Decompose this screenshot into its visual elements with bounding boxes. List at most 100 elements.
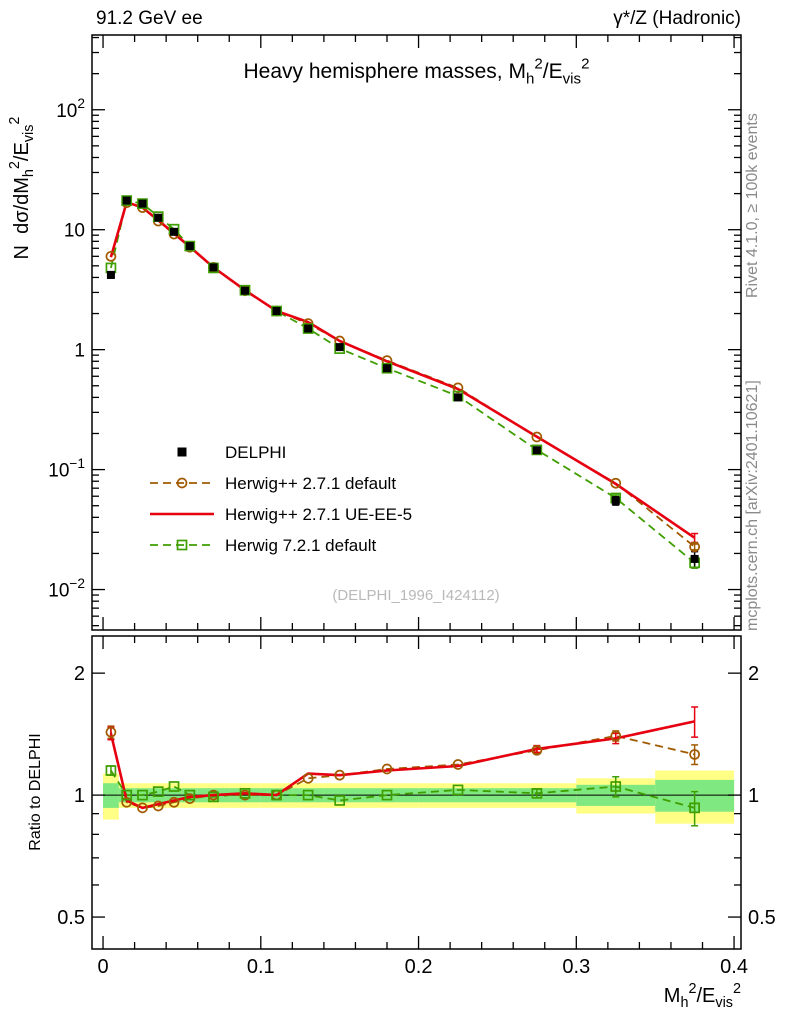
marker-circle-open bbox=[610, 477, 622, 489]
marker-square-filled bbox=[138, 199, 147, 208]
frames-and-ticks bbox=[91, 34, 742, 950]
marker-square-open bbox=[610, 781, 622, 792]
marker-square-filled bbox=[611, 496, 620, 505]
legend: DELPHI Herwig++ 2.7.1 default Herwig++ 2.7… bbox=[150, 443, 412, 555]
main-y-tick-label: 10 bbox=[64, 221, 85, 242]
marker-circle-open bbox=[334, 769, 346, 781]
marker-circle-open bbox=[689, 541, 700, 553]
ratio-y-tick-label-right: 1 bbox=[748, 785, 759, 807]
series-line bbox=[109, 200, 696, 539]
main-y-tick-label: 10−2 bbox=[48, 576, 85, 602]
marker-square-filled bbox=[335, 343, 344, 352]
marker-square-open bbox=[302, 789, 314, 801]
ratio-y-tick-label-right: 2 bbox=[748, 663, 759, 685]
marker-square-filled bbox=[272, 307, 281, 316]
x-axis-title: Mh2/Evis2 bbox=[664, 981, 741, 1011]
marker-circle-open bbox=[176, 477, 188, 489]
marker-circle-open bbox=[689, 749, 700, 760]
main-y-tick-label: 1 bbox=[74, 341, 85, 362]
marker-square-filled bbox=[304, 324, 313, 333]
marker-square-filled bbox=[532, 446, 541, 455]
marker-square-open bbox=[121, 789, 133, 801]
x-tick-label: 0 bbox=[97, 956, 108, 978]
marker-square-filled bbox=[106, 270, 115, 279]
marker-square-filled bbox=[122, 196, 131, 205]
marker-square-open bbox=[334, 795, 346, 806]
marker-square-open bbox=[271, 305, 282, 317]
marker-circle-open bbox=[121, 796, 133, 808]
marker-square-filled bbox=[209, 263, 218, 272]
marker-square-open bbox=[239, 787, 251, 799]
plot-title: Heavy hemisphere masses, Mh2/Evis2 bbox=[244, 56, 590, 88]
marker-square-filled bbox=[690, 554, 699, 563]
marker-circle-open bbox=[531, 431, 543, 443]
main-y-axis-title: N dσ/dMh2/Evis2 bbox=[7, 117, 37, 260]
marker-square-open bbox=[152, 786, 164, 797]
marker-square-open bbox=[184, 789, 196, 801]
header-left: 91.2 GeV ee bbox=[96, 8, 203, 29]
marker-circle-open bbox=[452, 759, 464, 770]
legend-label: Herwig++ 2.7.1 default bbox=[225, 474, 396, 493]
marker-square-open bbox=[168, 781, 180, 792]
series-line bbox=[110, 770, 695, 809]
marker-square-open bbox=[531, 444, 543, 456]
marker-circle-open bbox=[302, 772, 314, 784]
marker-square-open bbox=[121, 195, 133, 206]
marker-square-open bbox=[176, 539, 188, 551]
titles: Heavy hemisphere masses, Mh2/Evis2 N dσ/d… bbox=[7, 56, 741, 1012]
legend-label: Herwig 7.2.1 default bbox=[225, 536, 376, 555]
axis-tick-labels: 10−2 10−1 1 10 102 0 0.1 0.2 0.3 0.4 0.5 0.5 1 1 2 2 bbox=[48, 96, 776, 978]
ratio-y-axis-title: Ratio to DELPHI bbox=[27, 733, 44, 850]
marker-square-open bbox=[689, 802, 700, 814]
marker-circle-open bbox=[531, 744, 543, 756]
marker-square-open bbox=[381, 789, 393, 801]
marker-square-open bbox=[271, 789, 282, 801]
ratio-y-tick-label: 0.5 bbox=[57, 907, 85, 929]
main-frame bbox=[91, 34, 742, 631]
marker-square-open bbox=[137, 198, 148, 209]
marker-square-filled bbox=[383, 364, 391, 373]
marker-square-open bbox=[302, 323, 314, 334]
ratio-y-tick-label: 2 bbox=[74, 663, 85, 685]
x-tick-label: 0.2 bbox=[405, 956, 433, 978]
marker-circle-open bbox=[152, 800, 164, 812]
x-tick-label: 0.4 bbox=[720, 956, 748, 978]
marker-circle-open bbox=[381, 763, 393, 775]
marker-square-filled bbox=[177, 447, 187, 457]
marker-square-filled bbox=[241, 286, 250, 295]
marker-square-open bbox=[531, 787, 543, 799]
header-right: γ*/Z (Hadronic) bbox=[613, 8, 741, 29]
marker-circle-open bbox=[105, 726, 117, 738]
marker-square-open bbox=[184, 240, 196, 252]
ratio-panel-series bbox=[105, 706, 700, 827]
marker-circle-open bbox=[137, 802, 148, 814]
legend-label: DELPHI bbox=[225, 443, 286, 462]
marker-square-filled bbox=[154, 213, 163, 222]
marker-square-filled bbox=[185, 242, 194, 251]
rivet-version-note: Rivet 4.1.0, ≥ 100k events bbox=[744, 113, 761, 298]
legend-label: Herwig++ 2.7.1 UE-EE-5 bbox=[225, 505, 412, 524]
marker-circle-open bbox=[168, 796, 180, 808]
ratio-y-tick-label: 1 bbox=[74, 785, 85, 807]
marker-square-open bbox=[381, 362, 393, 374]
x-tick-label: 0.3 bbox=[562, 956, 590, 978]
main-panel-series bbox=[105, 195, 700, 569]
ratio-frame bbox=[91, 635, 742, 950]
marker-square-open bbox=[137, 789, 148, 801]
main-y-tick-label: 102 bbox=[56, 96, 85, 122]
marker-circle-open bbox=[105, 250, 117, 262]
series-line bbox=[109, 720, 695, 810]
marker-square-open bbox=[452, 784, 464, 796]
marker-circle-open bbox=[610, 730, 622, 742]
ratio-y-tick-label-right: 0.5 bbox=[748, 907, 776, 929]
marker-square-filled bbox=[170, 227, 179, 236]
marker-square-open bbox=[208, 791, 219, 803]
marker-square-open bbox=[105, 765, 117, 776]
watermark: (DELPHI_1996_I424112) bbox=[332, 587, 499, 604]
marker-square-filled bbox=[453, 393, 462, 402]
main-y-tick-label: 10−1 bbox=[48, 456, 85, 482]
mcplots-note: mcplots.cern.ch [arXiv:2401.10621] bbox=[744, 380, 761, 631]
x-tick-label: 0.1 bbox=[247, 956, 275, 978]
